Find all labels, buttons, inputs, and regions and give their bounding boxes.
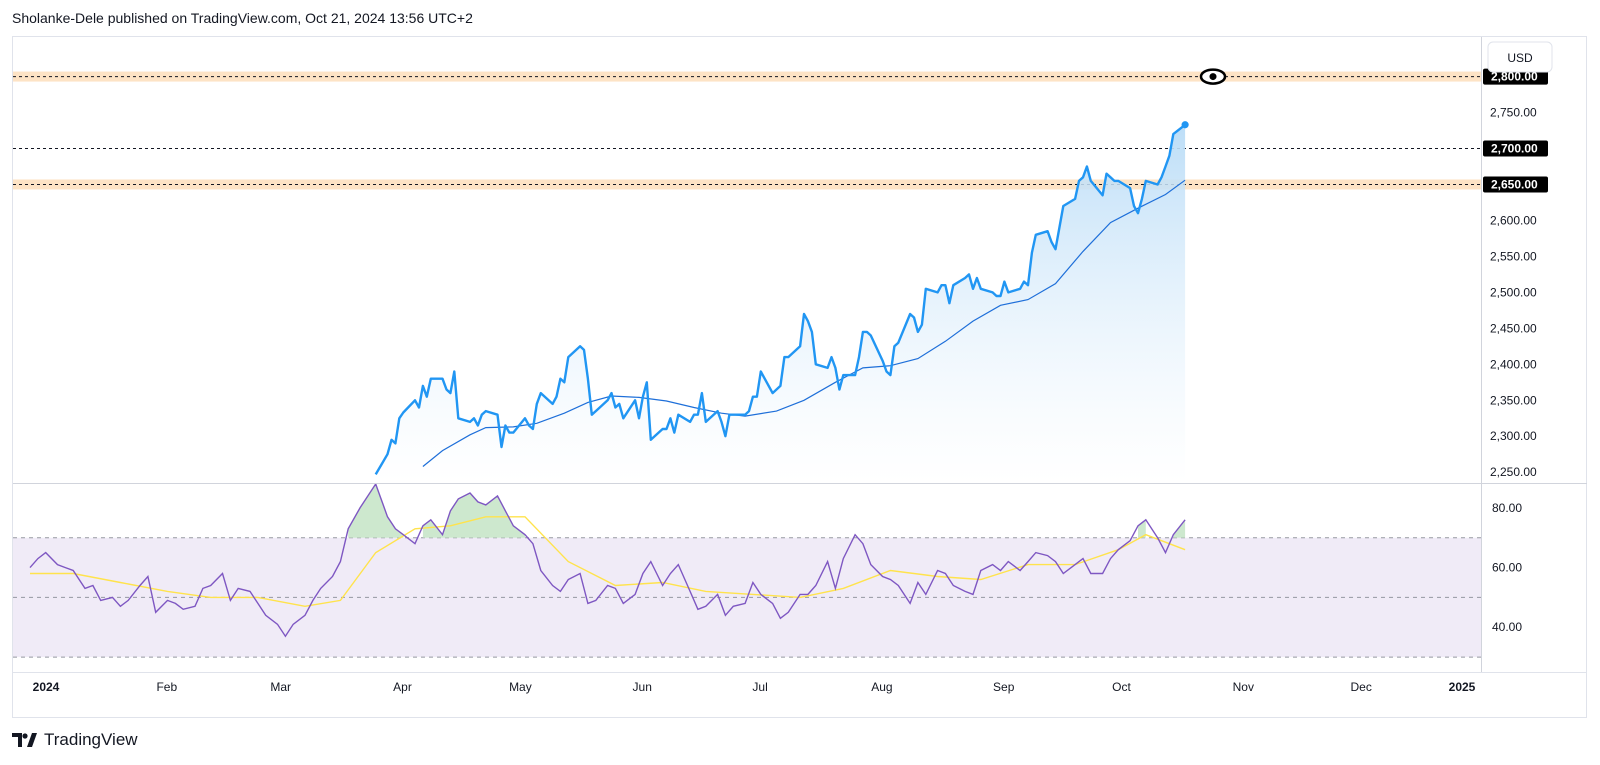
rsi-overbought-fill [1138,519,1146,538]
last-price-point[interactable] [1181,121,1189,129]
currency-button[interactable]: USD [1487,41,1553,73]
price-tick-label: 2,300.00 [1490,429,1537,443]
rsi-tick-label: 80.00 [1492,501,1522,515]
time-tick-label: 2024 [33,680,60,694]
rsi-series [13,484,1481,658]
level-price-tag[interactable] [1483,176,1548,193]
level-lines [13,71,1481,190]
time-tick-label: Nov [1233,680,1254,694]
time-tick-label: Jul [752,680,767,694]
price-tick-label: 2,450.00 [1490,321,1537,335]
publisher-caption: Sholanke-Dele published on TradingView.c… [12,10,473,26]
level-price-tag[interactable] [1483,68,1548,85]
time-tick-label: Aug [871,680,892,694]
price-area [375,124,1186,483]
time-tick-label: Oct [1112,680,1131,694]
tradingview-logo-icon[interactable] [12,733,38,747]
rsi-ma-line[interactable] [30,516,1186,608]
time-tick-label: Dec [1351,680,1372,694]
time-tick-label: May [509,680,532,694]
price-tick-label: 2,400.00 [1490,357,1537,371]
time-tick-label: 2025 [1449,680,1476,694]
footer-brand[interactable]: TradingView [44,730,138,749]
level-price-label: 2,650.00 [1491,178,1538,192]
rsi-pane[interactable] [13,484,1481,658]
time-tick-label: Sep [993,680,1015,694]
rsi-overbought-fill [348,484,404,538]
level-price-label: 2,800.00 [1491,70,1538,84]
time-tick-label: Apr [393,680,412,694]
price-line[interactable] [374,123,1186,476]
rsi-tick-label: 40.00 [1492,620,1522,634]
price-tick-label: 2,600.00 [1490,213,1537,227]
level-price-tag[interactable] [1483,140,1548,157]
time-tick-label: Feb [156,680,177,694]
eye-icon-pupil [1209,73,1217,81]
footer: TradingView [12,730,138,750]
time-tick-label: Jun [633,680,652,694]
price-tick-label: 2,500.00 [1490,285,1537,299]
time-tick-label: Mar [270,680,291,694]
price-tick-label: 2,350.00 [1490,393,1537,407]
price-series [374,121,1189,483]
currency-label: USD [1507,51,1533,65]
rsi-line[interactable] [29,484,1186,638]
rsi-tick-label: 60.00 [1492,561,1522,575]
price-pane[interactable] [13,68,1481,483]
price-tick-label: 2,550.00 [1490,249,1537,263]
axes: 2,250.00 2,300.00 2,350.00 2,400.00 2,450.00… [13,37,1587,694]
price-tick-label: 2,250.00 [1490,465,1537,479]
eye-icon[interactable] [1199,68,1227,85]
price-tick-label: 2,750.00 [1490,106,1537,120]
chart-frame[interactable] [12,36,1587,718]
level-price-label: 2,700.00 [1491,142,1538,156]
rsi-overbought-fill [422,493,525,538]
